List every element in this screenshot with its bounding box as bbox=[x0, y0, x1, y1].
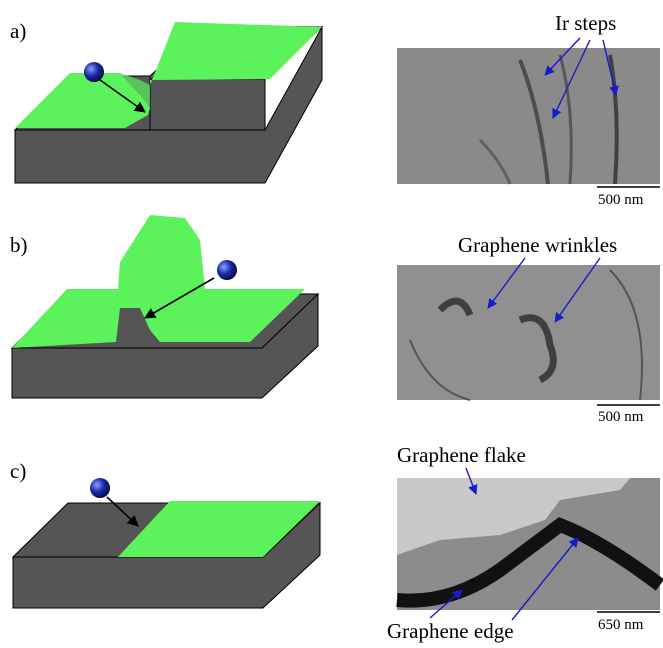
panel-c-diagram bbox=[13, 478, 320, 608]
annotation: Graphene edge bbox=[387, 619, 514, 643]
scale-bar-label: 500 nm bbox=[598, 192, 644, 208]
annotation: Graphene flake bbox=[397, 443, 526, 467]
micrograph-b bbox=[397, 265, 660, 400]
panel-b-diagram bbox=[12, 215, 318, 398]
micrograph-a bbox=[397, 48, 660, 184]
micrograph-c bbox=[397, 478, 660, 610]
panel-label: c) bbox=[10, 459, 26, 483]
panel-label: a) bbox=[10, 19, 26, 43]
figure: a) b) c) Ir steps 500 nm Graphene wrinkl… bbox=[0, 0, 663, 648]
annotation: Graphene wrinkles bbox=[458, 233, 617, 257]
panel-a-diagram bbox=[15, 22, 322, 183]
annotation: Ir steps bbox=[555, 11, 616, 35]
scale-bar-label: 500 nm bbox=[598, 409, 644, 425]
scale-bar-label: 650 nm bbox=[598, 617, 644, 633]
panel-label: b) bbox=[10, 233, 28, 257]
